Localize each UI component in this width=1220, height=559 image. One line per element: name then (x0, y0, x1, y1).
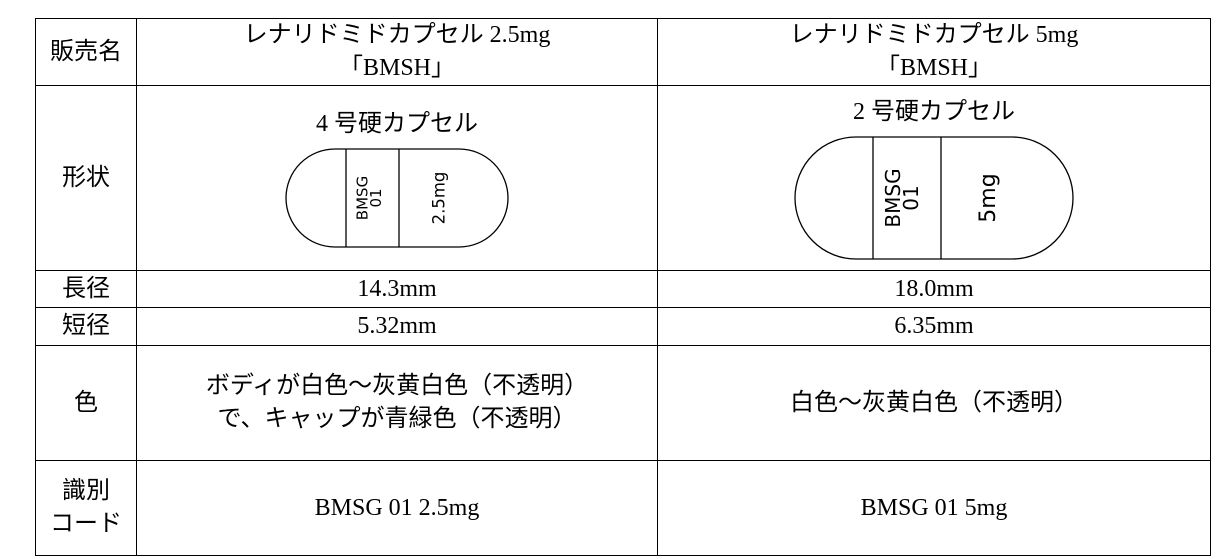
imprint: 2.5mg (429, 171, 448, 224)
table-cell: レナリドミドカプセル 2.5mg 「BMSH」 (136, 18, 658, 86)
row-label: 識別 コード (35, 460, 137, 556)
table-cell: 14.3mm (136, 270, 658, 308)
imprint: BMSG (353, 175, 371, 219)
spec-table: 販売名 レナリドミドカプセル 2.5mg 「BMSH」 レナリドミドカプセル 5mg 「… (35, 18, 1211, 556)
imprint: BMSG (881, 168, 905, 227)
table-row: 形状 4 号硬カプセル BMSG 01 2.5mg 2 号硬カプセル BMSG 01 5mg (35, 85, 1211, 271)
cell-text: ボディが白色～灰黄白色（不透明）で、キャップが青緑色（不透明） (205, 373, 589, 432)
table-cell: 白色～灰黄白色（不透明） (657, 345, 1211, 461)
cell-text: 5.32mm (357, 313, 437, 339)
table-row: 識別コード BMSG 01 2.5mg BMSG 01 5mg (35, 460, 1211, 556)
imprint: 01 (899, 185, 923, 210)
cell-text: BMSG 01 5mg (860, 494, 1008, 521)
table-row: 色 ボディが白色～灰黄白色（不透明）で、キャップが青緑色（不透明） 白色～灰黄白色（… (35, 345, 1211, 461)
table-cell: 2 号硬カプセル BMSG 01 5mg (657, 85, 1211, 271)
label-text: 販売名 (50, 38, 122, 65)
row-label: 販売名 (35, 18, 137, 86)
shape-caption: 4 号硬カプセル (316, 110, 478, 137)
table-cell: 18.0mm (657, 270, 1211, 308)
table-row: 販売名 レナリドミドカプセル 2.5mg 「BMSH」 レナリドミドカプセル 5mg 「… (35, 18, 1211, 86)
table-cell: 5.32mm (136, 307, 658, 346)
table-cell: ボディが白色～灰黄白色（不透明）で、キャップが青緑色（不透明） (136, 345, 658, 461)
cell-text: 18.0mm (894, 275, 974, 302)
cell-line: 「BMSH」 (338, 55, 456, 81)
table-cell: レナリドミドカプセル 5mg 「BMSH」 (657, 18, 1211, 86)
capsule-outline (794, 135, 1074, 260)
label-text: 長径 (62, 275, 110, 302)
cell-text: BMSG 01 2.5mg (314, 494, 480, 521)
cell-text: 白色～灰黄白色（不透明） (790, 389, 1078, 416)
cell-line: レナリドミドカプセル 5mg (789, 22, 1079, 48)
cell-line: レナリドミドカプセル 2.5mg (243, 22, 551, 48)
table-body: 販売名 レナリドミドカプセル 2.5mg 「BMSH」 レナリドミドカプセル 5mg 「… (35, 18, 1211, 556)
label-line: 識別 (62, 478, 110, 504)
table-row: 短径 5.32mm 6.35mm (35, 307, 1211, 346)
row-label: 短径 (35, 307, 137, 346)
label-text: 短径 (62, 313, 110, 339)
table-row: 長径 14.3mm 18.0mm (35, 270, 1211, 308)
row-label: 長径 (35, 270, 137, 308)
table-cell: BMSG 01 5mg (657, 460, 1211, 556)
row-label: 形状 (35, 85, 137, 271)
cell-line: 「BMSH」 (875, 55, 993, 81)
imprint: 01 (367, 188, 385, 207)
table-cell: 6.35mm (657, 307, 1211, 346)
imprint: 5mg (976, 173, 1001, 222)
capsule-outline (285, 147, 509, 248)
cell-text: 14.3mm (357, 275, 437, 302)
table-cell: 4 号硬カプセル BMSG 01 2.5mg (136, 85, 658, 271)
row-label: 色 (35, 345, 137, 461)
label-text: 形状 (62, 164, 110, 191)
label-text: 色 (74, 389, 98, 416)
cell-text: 6.35mm (894, 313, 974, 339)
label-line: コード (50, 511, 122, 537)
table-cell: BMSG 01 2.5mg (136, 460, 658, 556)
shape-caption: 2 号硬カプセル (853, 98, 1015, 125)
